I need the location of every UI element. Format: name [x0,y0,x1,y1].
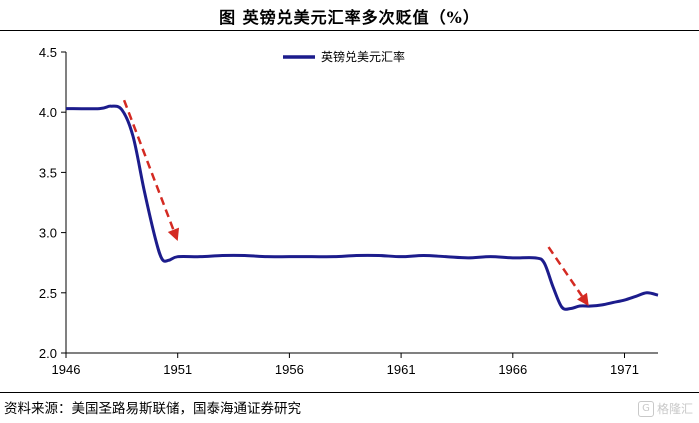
source-note: 资料来源：美国圣路易斯联储，国泰海通证券研究 [4,401,301,417]
devaluation-arrow [122,99,180,242]
legend-label: 英镑兑美元汇率 [321,49,405,64]
y-tick-label: 4.0 [39,105,57,120]
source-rule [0,392,699,393]
y-tick-label: 2.5 [39,286,57,301]
y-tick-label: 3.5 [39,165,57,180]
x-tick-label: 1956 [275,362,304,377]
watermark: G 格隆汇 [637,400,693,417]
title-rule [0,30,699,31]
y-tick-label: 4.5 [39,45,57,60]
legend: 英镑兑美元汇率 [283,49,405,64]
line-chart: 2.02.53.03.54.04.5 1946 1951 1956 1961 1966 1… [39,45,659,377]
logo-icon: G [637,400,654,417]
arrow-head [577,292,589,307]
x-tick-label: 1946 [52,362,81,377]
y-axis-ticks: 2.0 2.5 3.0 3.5 4.0 4.5 [39,45,66,361]
watermark-text: 格隆汇 [656,402,693,416]
x-tick-label: 1966 [498,362,527,377]
x-axis-ticks: 1946 1951 1956 1961 1966 1971 [52,353,639,377]
y-tick-label: 3.0 [39,226,57,241]
x-tick-label: 1951 [163,362,192,377]
annotation-layer [122,99,589,307]
gbp-usd-series-line [65,104,659,311]
chart-title: 图 英镑兑美元汇率多次贬值（%） [219,8,480,27]
arrow-shaft [122,99,175,231]
arrow-head [167,227,180,242]
x-tick-label: 1971 [610,362,639,377]
arrow-shaft [547,246,584,297]
devaluation-arrow [547,246,589,307]
series-layer [65,104,659,311]
x-tick-label: 1961 [387,362,416,377]
chart-axes [65,52,658,354]
y-tick-label: 2.0 [39,346,57,361]
